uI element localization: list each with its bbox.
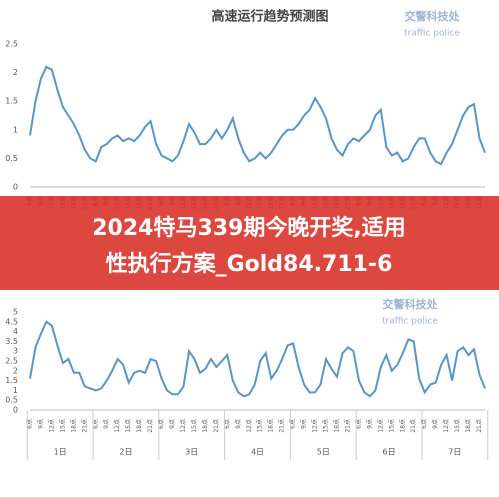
y-tick-label: 3 (13, 347, 18, 356)
y-tick-label: 4 (13, 327, 18, 336)
x-tick-label: 18点 (332, 419, 340, 433)
x-tick-label: 15点 (453, 419, 461, 433)
x-tick-label: 15点 (190, 419, 198, 433)
watermark: traffic police (382, 317, 438, 327)
y-tick-label: 4.5 (5, 317, 18, 326)
line-series (29, 320, 486, 398)
line-series (29, 65, 486, 166)
x-tick-label: 21点 (80, 419, 88, 433)
x-tick-label: 15点 (387, 419, 395, 433)
y-tick-label: 1.5 (5, 376, 18, 385)
x-tick-label: 21点 (212, 419, 220, 433)
y-tick-label: 0.5 (5, 154, 18, 163)
x-group-label: 7日 (448, 448, 461, 457)
x-tick-label: 9点 (300, 419, 308, 429)
x-tick-label: 6点 (420, 419, 428, 429)
y-tick-label: 1 (13, 125, 18, 134)
x-group-label: 5日 (317, 448, 330, 457)
watermark: 交警科技处 (383, 297, 439, 311)
x-tick-label: 15点 (256, 419, 264, 433)
banner-line: 性执行方案_Gold84.711-6 (106, 251, 393, 277)
x-tick-label: 9点 (234, 419, 242, 429)
x-group-label: 2日 (119, 448, 132, 457)
x-tick-label: 6点 (157, 419, 165, 429)
watermark: traffic police (404, 29, 460, 39)
y-tick-label: 0.5 (5, 396, 18, 405)
x-tick-label: 12点 (47, 419, 55, 433)
x-tick-label: 12点 (376, 419, 384, 433)
watermark: 交警科技处 (405, 9, 461, 23)
x-tick-label: 9点 (102, 419, 110, 429)
x-tick-label: 9点 (365, 419, 373, 429)
x-tick-label: 9点 (431, 419, 439, 429)
x-group-label: 6日 (383, 448, 396, 457)
x-tick-label: 9点 (36, 419, 44, 429)
y-tick-label: 2 (13, 68, 18, 77)
y-tick-label: 0 (13, 183, 18, 192)
x-tick-label: 12点 (311, 419, 319, 433)
y-tick-label: 1 (13, 386, 18, 395)
x-tick-label: 18点 (69, 419, 77, 433)
x-group-label: 3日 (185, 448, 198, 457)
y-tick-label: 5 (13, 308, 18, 317)
x-tick-label: 12点 (179, 419, 187, 433)
y-tick-label: 1.5 (5, 97, 18, 106)
x-tick-label: 6点 (354, 419, 362, 429)
x-tick-label: 6点 (91, 419, 99, 429)
x-tick-label: 21点 (146, 419, 154, 433)
y-tick-label: 2.5 (5, 357, 18, 366)
x-tick-label: 21点 (409, 419, 417, 433)
x-tick-label: 12点 (442, 419, 450, 433)
x-tick-label: 15点 (322, 419, 330, 433)
x-tick-label: 9点 (168, 419, 176, 429)
x-tick-label: 18点 (398, 419, 406, 433)
banner-line: 2024特马339期今晚开奖,适用 (92, 215, 406, 241)
banner (0, 196, 499, 290)
x-tick-label: 18点 (267, 419, 275, 433)
x-tick-label: 6点 (26, 419, 34, 429)
y-tick-label: 0 (13, 406, 18, 415)
x-tick-label: 12点 (245, 419, 253, 433)
x-tick-label: 21点 (278, 419, 286, 433)
x-tick-label: 18点 (201, 419, 209, 433)
x-tick-label: 21点 (475, 419, 483, 433)
y-tick-label: 2.5 (5, 40, 18, 49)
x-group-label: 1日 (54, 448, 67, 457)
x-tick-label: 12点 (113, 419, 121, 433)
y-tick-label: 2 (13, 366, 18, 375)
x-tick-label: 21点 (343, 419, 351, 433)
chart-title: 高速运行趋势预测图 (211, 9, 328, 25)
x-tick-label: 6点 (223, 419, 231, 429)
x-tick-label: 18点 (464, 419, 472, 433)
x-tick-label: 18点 (135, 419, 143, 433)
x-group-label: 4日 (251, 448, 264, 457)
x-tick-label: 15点 (124, 419, 132, 433)
x-tick-label: 15点 (58, 419, 66, 433)
x-tick-label: 6点 (289, 419, 297, 429)
y-tick-label: 3.5 (5, 337, 18, 346)
